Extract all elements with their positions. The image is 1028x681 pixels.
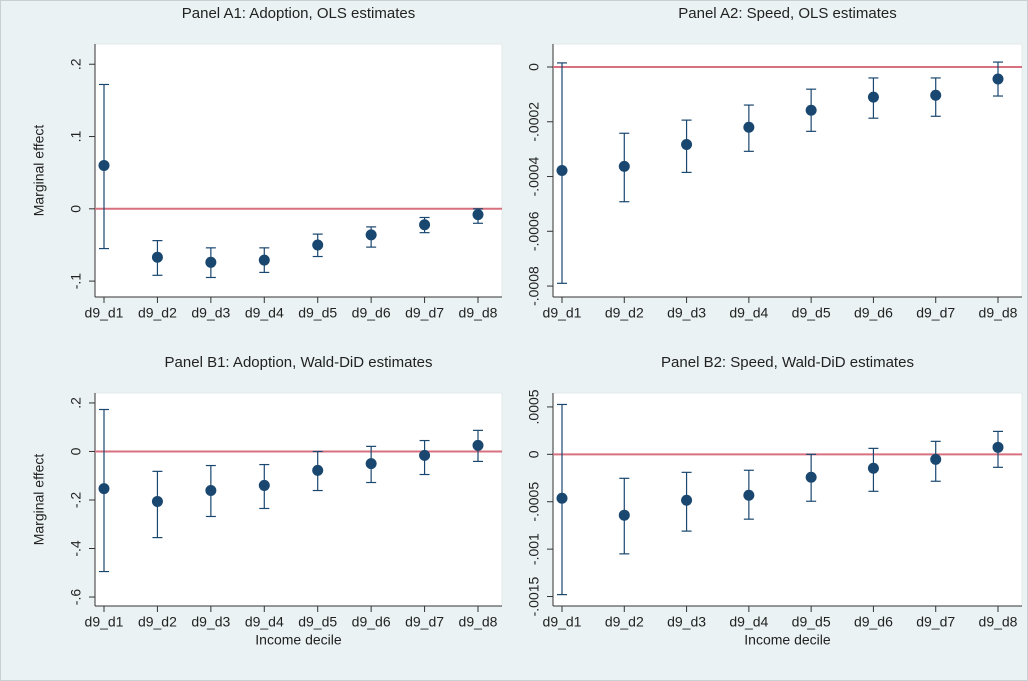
y-tick-label: -.0004	[526, 156, 542, 196]
point	[258, 479, 270, 491]
y-axis-title: Marginal effect	[31, 454, 47, 546]
point	[805, 104, 817, 116]
x-tick-label: d9_d6	[352, 305, 391, 321]
x-tick-label: d9_d2	[138, 614, 177, 630]
x-tick-label: d9_d3	[667, 305, 706, 321]
y-tick-label: .1	[68, 130, 84, 142]
x-tick-label: d9_d7	[916, 614, 955, 630]
point	[312, 239, 324, 251]
point	[743, 489, 755, 501]
point	[930, 89, 942, 101]
point	[681, 494, 693, 506]
y-tick-label: -.0005	[526, 482, 542, 522]
x-tick-label: d9_d8	[979, 614, 1018, 630]
y-tick-label: -.0008	[526, 266, 542, 306]
x-tick-label: d9_d3	[667, 614, 706, 630]
point	[365, 458, 377, 470]
x-tick-label: d9_d2	[605, 305, 644, 321]
x-tick-label: d9_d6	[854, 614, 893, 630]
point	[867, 462, 879, 474]
x-tick-label: d9_d4	[729, 614, 768, 630]
x-tick-label: d9_d4	[729, 305, 768, 321]
x-tick-label: d9_d7	[916, 305, 955, 321]
y-tick-label: .2	[68, 58, 84, 70]
x-tick-label: d9_d6	[854, 305, 893, 321]
x-tick-label: d9_d8	[979, 305, 1018, 321]
x-tick-label: d9_d3	[191, 614, 230, 630]
x-tick-label: d9_d1	[85, 614, 124, 630]
x-tick-label: d9_d2	[605, 614, 644, 630]
point	[681, 138, 693, 150]
x-tick-label: d9_d5	[298, 305, 337, 321]
panel-title: Panel A2: Speed, OLS estimates	[678, 5, 896, 22]
x-axis-title: Income decile	[744, 632, 831, 648]
x-tick-label: d9_d8	[459, 614, 498, 630]
x-tick-label: d9_d5	[298, 614, 337, 630]
point	[151, 495, 163, 507]
point	[98, 483, 110, 495]
x-tick-label: d9_d4	[245, 614, 284, 630]
point	[365, 229, 377, 241]
y-tick-label: -.0006	[526, 211, 542, 251]
plot-area	[94, 392, 503, 607]
y-tick-label: -.4	[68, 540, 84, 557]
x-tick-label: d9_d8	[459, 305, 498, 321]
y-tick-label: 0	[68, 205, 84, 213]
x-tick-label: d9_d7	[405, 614, 444, 630]
point	[930, 453, 942, 465]
panel-title: Panel B1: Adoption, Wald-DiD estimates	[165, 354, 433, 371]
point	[98, 159, 110, 171]
x-tick-label: d9_d5	[792, 305, 831, 321]
point	[205, 256, 217, 268]
plot-area	[552, 43, 1023, 298]
point	[992, 73, 1004, 85]
y-tick-label: -.0015	[526, 576, 542, 616]
x-axis-title: Income decile	[255, 632, 342, 648]
point	[151, 251, 163, 263]
y-tick-label: -.0002	[526, 102, 542, 142]
panel-title: Panel A1: Adoption, OLS estimates	[182, 5, 415, 22]
y-tick-label: .0005	[526, 389, 542, 424]
plot-area	[94, 43, 503, 298]
point	[618, 509, 630, 521]
x-tick-label: d9_d6	[352, 614, 391, 630]
point	[805, 471, 817, 483]
x-tick-label: d9_d1	[543, 614, 582, 630]
point	[556, 165, 568, 176]
point	[556, 492, 568, 504]
point	[743, 121, 755, 133]
x-tick-label: d9_d1	[85, 305, 124, 321]
y-tick-label: -.2	[68, 492, 84, 509]
point	[258, 254, 270, 266]
plot-area	[552, 392, 1023, 607]
x-tick-label: d9_d2	[138, 305, 177, 321]
y-tick-label: 0	[526, 450, 542, 458]
point	[992, 441, 1004, 453]
point	[312, 464, 324, 476]
x-tick-label: d9_d1	[543, 305, 582, 321]
point	[867, 91, 879, 103]
point	[205, 485, 217, 497]
y-tick-label: 0	[526, 63, 542, 71]
y-tick-label: .2	[68, 397, 84, 409]
point	[472, 209, 484, 221]
point	[419, 449, 431, 461]
y-tick-label: -.6	[68, 589, 84, 606]
x-tick-label: d9_d5	[792, 614, 831, 630]
x-tick-label: d9_d7	[405, 305, 444, 321]
y-tick-label: 0	[68, 447, 84, 455]
point	[419, 219, 431, 231]
x-tick-label: d9_d4	[245, 305, 284, 321]
panel-title: Panel B2: Speed, Wald-DiD estimates	[661, 354, 914, 371]
x-tick-label: d9_d3	[191, 305, 230, 321]
point	[472, 439, 484, 451]
y-tick-label: -.1	[68, 273, 84, 290]
point	[618, 160, 630, 172]
y-tick-label: -.001	[526, 533, 542, 565]
y-axis-title: Marginal effect	[31, 125, 47, 217]
